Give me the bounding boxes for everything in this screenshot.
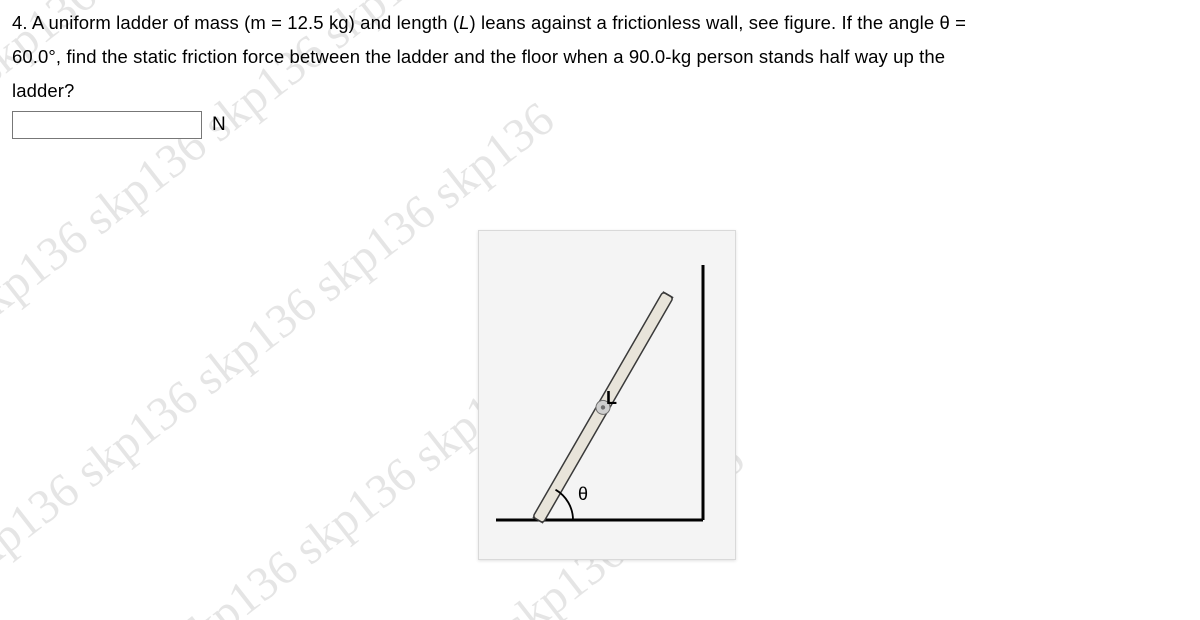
length-var: L — [459, 12, 469, 33]
ladder-figure: L θ — [478, 230, 736, 560]
person-mass: 90.0 — [629, 46, 665, 67]
answer-input[interactable] — [12, 111, 202, 139]
length-label: L — [606, 388, 617, 409]
ladder-group — [532, 291, 674, 523]
theta-label: θ — [578, 484, 588, 505]
qtext-seg: -kg person stands half way up the — [665, 46, 945, 67]
qtext-seg: ladder? — [12, 80, 74, 101]
question-block: 4. A uniform ladder of mass (m = 12.5 kg… — [0, 0, 1200, 139]
answer-unit: N — [212, 114, 226, 136]
question-number: 4. — [12, 12, 28, 33]
mass-value: 12.5 — [287, 12, 323, 33]
question-text: 4. A uniform ladder of mass (m = 12.5 kg… — [12, 6, 1190, 109]
answer-row: N — [12, 111, 1190, 139]
qtext-seg: kg) and length ( — [324, 12, 459, 33]
qtext-seg: 60.0°, find the static friction force be… — [12, 46, 629, 67]
qtext-seg: A uniform ladder of mass (m = — [28, 12, 288, 33]
qtext-seg: ) leans against a frictionless wall, see… — [470, 12, 967, 33]
